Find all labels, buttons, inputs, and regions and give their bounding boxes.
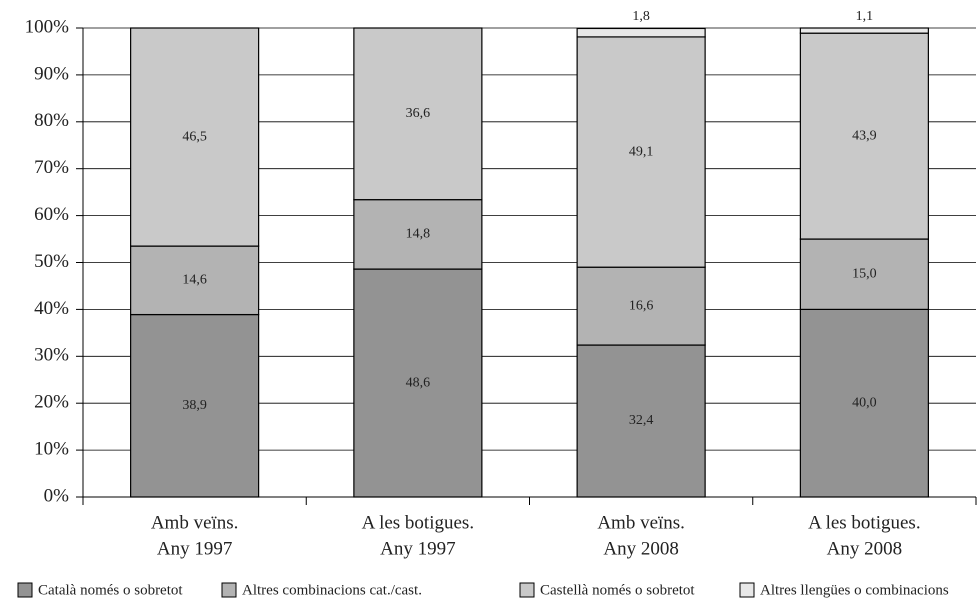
legend-swatch	[221, 582, 237, 598]
bar-segment	[576, 266, 706, 346]
data-label: 46,5	[182, 129, 207, 144]
bar-segment	[130, 245, 260, 316]
data-label: 48,6	[406, 375, 431, 390]
bar-segment	[353, 268, 483, 498]
legend-label: Català només o sobretot	[38, 582, 183, 598]
legend-label: Altres llengües o combinacions	[760, 582, 949, 598]
data-label: 40,0	[852, 395, 877, 410]
bar-segment	[799, 27, 929, 34]
data-label: 14,8	[406, 227, 431, 242]
y-tick-label: 50%	[34, 251, 69, 272]
legend-swatch	[519, 582, 535, 598]
x-tick-label: A les botigues.	[808, 512, 920, 533]
x-tick-label: Amb veïns.	[151, 512, 239, 533]
data-label: 49,1	[629, 144, 654, 159]
data-label: 32,4	[629, 413, 654, 428]
y-tick-label: 100%	[25, 16, 70, 37]
y-tick-label: 10%	[34, 438, 69, 459]
bar-segment	[353, 199, 483, 270]
data-label: 1,1	[856, 9, 874, 24]
x-tick-label: A les botigues.	[362, 512, 474, 533]
y-tick-label: 40%	[34, 298, 69, 319]
y-tick-label: 0%	[44, 485, 70, 506]
bar-segment	[130, 27, 260, 247]
data-label: 38,9	[182, 398, 207, 413]
y-tick-label: 60%	[34, 204, 69, 225]
data-label: 15,0	[852, 266, 877, 281]
y-tick-label: 80%	[34, 110, 69, 131]
y-tick-label: 20%	[34, 392, 69, 413]
x-tick-label: Any 2008	[827, 538, 902, 559]
legend-swatch	[739, 582, 755, 598]
x-tick-label: Any 1997	[157, 538, 232, 559]
bar-segment	[576, 36, 706, 268]
legend-label: Castellà només o sobretot	[540, 582, 695, 598]
bar-segment	[799, 32, 929, 240]
data-label: 14,6	[182, 273, 207, 288]
bar-segment	[353, 27, 483, 201]
data-label: 16,6	[629, 298, 654, 313]
bar-segment	[576, 344, 706, 498]
x-tick-label: Any 1997	[380, 538, 455, 559]
legend-label: Altres combinacions cat./cast.	[242, 582, 422, 598]
bar-segment	[576, 27, 706, 38]
bar-segment	[799, 238, 929, 311]
y-tick-label: 30%	[34, 345, 69, 366]
x-tick-label: Any 2008	[603, 538, 678, 559]
data-label: 1,8	[632, 9, 650, 24]
legend-swatch	[17, 582, 33, 598]
bar-segment	[799, 308, 929, 498]
y-tick-label: 90%	[34, 63, 69, 84]
y-tick-label: 70%	[34, 157, 69, 178]
data-label: 36,6	[406, 106, 431, 121]
bar-segment	[130, 313, 260, 498]
x-tick-label: Amb veïns.	[597, 512, 685, 533]
data-label: 43,9	[852, 128, 877, 143]
